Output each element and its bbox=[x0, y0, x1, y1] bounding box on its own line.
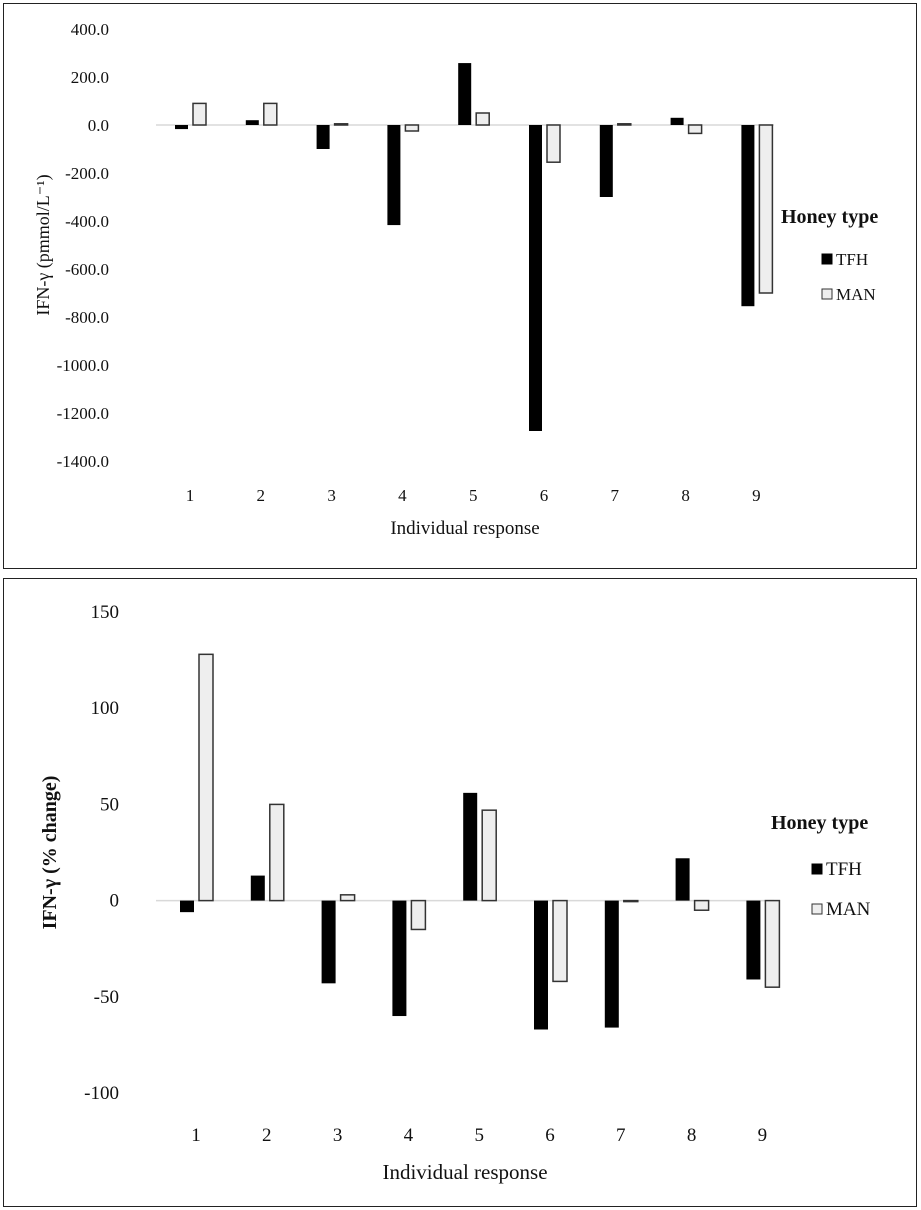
bar-tfh-6 bbox=[529, 125, 542, 431]
bar-tfh-5 bbox=[458, 63, 472, 125]
legend-swatch-man bbox=[821, 288, 833, 300]
bar-tfh-4 bbox=[387, 125, 401, 226]
bar-tfh-2 bbox=[250, 875, 265, 901]
y-tick-label: 50 bbox=[100, 794, 119, 815]
legend-swatch-tfh bbox=[811, 863, 823, 875]
bar-tfh-7 bbox=[599, 125, 613, 197]
x-tick-label: 9 bbox=[758, 1125, 768, 1146]
bar-tfh-3 bbox=[316, 125, 330, 149]
legend-title: Honey type bbox=[771, 812, 868, 834]
bar-tfh-9 bbox=[746, 900, 761, 980]
legend-label-tfh: TFH bbox=[836, 250, 868, 269]
y-tick-label: 200.0 bbox=[71, 68, 109, 87]
bar-man-2 bbox=[269, 803, 285, 902]
bar-man-4 bbox=[410, 899, 427, 931]
bar-man-7 bbox=[623, 899, 639, 903]
x-tick-label: 1 bbox=[191, 1125, 201, 1146]
bar-man-8 bbox=[687, 124, 703, 135]
legend-swatch-man bbox=[811, 903, 823, 915]
panel-bottom: 150 100 50 0 -50 -100 1 2 3 4 5 6 7 8 9 IFN-γ (% change… bbox=[3, 578, 917, 1207]
y-tick-label: -100 bbox=[84, 1083, 119, 1104]
x-tick-label: 6 bbox=[545, 1125, 555, 1146]
x-tick-label: 4 bbox=[398, 486, 407, 505]
x-tick-label: 5 bbox=[469, 486, 478, 505]
chart-top: 400.0 200.0 0.0 -200.0 -400.0 -600.0 -800.0 -10… bbox=[33, 20, 878, 539]
y-tick-label: 0 bbox=[110, 891, 120, 912]
bar-man-5 bbox=[481, 809, 497, 902]
y-tick-label: 100 bbox=[91, 698, 120, 719]
bar-man-3 bbox=[333, 123, 349, 126]
y-tick-label: 150 bbox=[91, 602, 120, 623]
y-tick-label: -400.0 bbox=[65, 212, 109, 231]
bar-man-1 bbox=[198, 653, 214, 902]
bar-tfh-9 bbox=[741, 125, 755, 307]
x-tick-label: 1 bbox=[186, 486, 195, 505]
bar-tfh-1 bbox=[180, 900, 194, 913]
x-tick-label: 3 bbox=[333, 1125, 343, 1146]
bar-tfh-5 bbox=[463, 792, 478, 901]
x-tick-label: 7 bbox=[611, 486, 620, 505]
y-tick-label: 400.0 bbox=[71, 20, 109, 39]
bar-tfh-6 bbox=[534, 900, 548, 1030]
bar-man-3 bbox=[339, 894, 356, 902]
bar-man-6 bbox=[552, 899, 568, 983]
y-tick-label: -50 bbox=[94, 987, 119, 1008]
bar-man-9 bbox=[764, 899, 781, 988]
y-tick-label: -1400.0 bbox=[57, 452, 109, 471]
y-tick-label: -800.0 bbox=[65, 308, 109, 327]
legend-swatch-tfh bbox=[821, 253, 833, 265]
x-tick-label: 7 bbox=[616, 1125, 626, 1146]
panel-top: 400.0 200.0 0.0 -200.0 -400.0 -600.0 -800.0 -10… bbox=[3, 3, 917, 569]
legend-label-tfh: TFH bbox=[826, 859, 862, 880]
bar-man-8 bbox=[693, 899, 710, 911]
bar-man-1 bbox=[192, 102, 207, 126]
chart-bottom: 150 100 50 0 -50 -100 1 2 3 4 5 6 7 8 9 IFN-γ (% change… bbox=[39, 602, 871, 1184]
x-tick-label: 9 bbox=[752, 486, 761, 505]
x-tick-label: 2 bbox=[262, 1125, 272, 1146]
x-tick-label: 2 bbox=[257, 486, 266, 505]
bar-man-9 bbox=[758, 124, 774, 294]
bar-man-2 bbox=[263, 102, 278, 126]
y-tick-label: -1200.0 bbox=[57, 404, 109, 423]
x-tick-label: 3 bbox=[327, 486, 336, 505]
bar-man-6 bbox=[546, 124, 561, 163]
x-tick-label: 8 bbox=[687, 1125, 697, 1146]
x-tick-label: 6 bbox=[540, 486, 549, 505]
bar-man-5 bbox=[475, 112, 490, 126]
legend-title: Honey type bbox=[781, 206, 878, 228]
bar-tfh-3 bbox=[321, 900, 336, 984]
x-tick-label: 8 bbox=[681, 486, 690, 505]
bar-tfh-7 bbox=[604, 900, 619, 1028]
x-tick-label: 4 bbox=[404, 1125, 414, 1146]
bar-tfh-8 bbox=[675, 858, 690, 901]
bar-man-4 bbox=[404, 124, 420, 132]
bar-tfh-8 bbox=[670, 117, 684, 125]
y-tick-label: -1000.0 bbox=[57, 356, 109, 375]
x-axis-title: Individual response bbox=[390, 518, 539, 539]
y-axis-title: IFN-γ (pmmol/L⁻¹) bbox=[33, 174, 54, 315]
legend-label-man: MAN bbox=[836, 285, 876, 304]
legend-label-man: MAN bbox=[826, 899, 871, 920]
y-tick-label: -200.0 bbox=[65, 164, 109, 183]
bar-man-7 bbox=[617, 123, 632, 126]
y-tick-label: 0.0 bbox=[88, 116, 109, 135]
x-axis-title: Individual response bbox=[382, 1160, 547, 1184]
bar-tfh-2 bbox=[245, 120, 259, 125]
bar-tfh-4 bbox=[392, 900, 407, 1017]
y-axis-title: IFN-γ (% change) bbox=[39, 776, 61, 930]
bar-tfh-1 bbox=[175, 125, 188, 130]
y-tick-label: -600.0 bbox=[65, 260, 109, 279]
x-tick-label: 5 bbox=[474, 1125, 484, 1146]
